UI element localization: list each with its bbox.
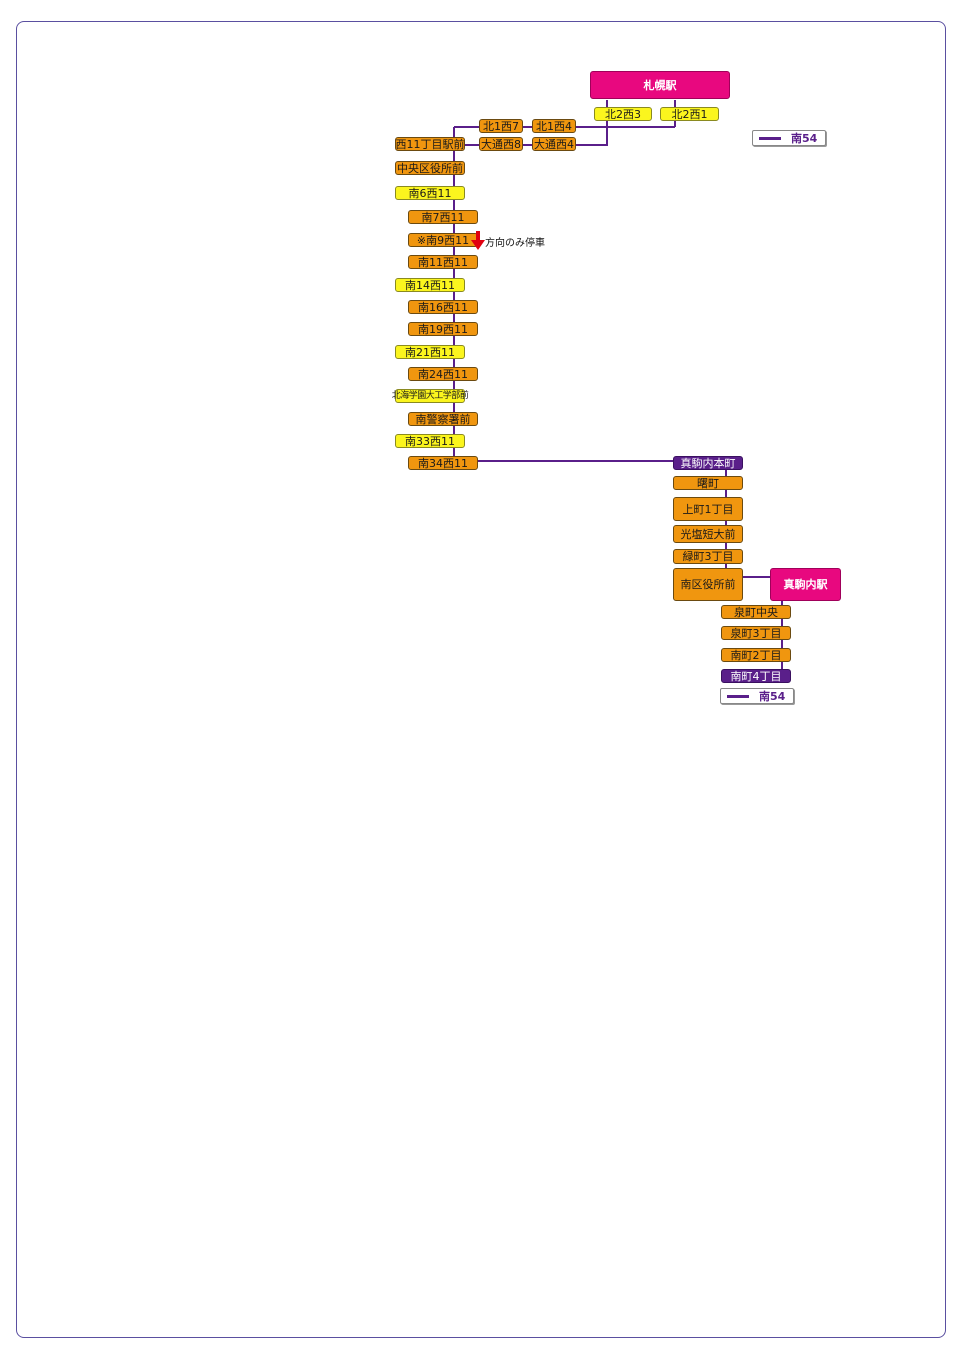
legend-bottom: 南54 [720, 688, 794, 704]
stop-s9w11[interactable]: ※南9西11 [408, 233, 478, 247]
legend-label: 南54 [759, 690, 786, 703]
stop-kamimachi[interactable]: 上町1丁目 [673, 497, 743, 521]
north-loop-bottom [454, 127, 608, 146]
stop-koen-tandai[interactable]: 光塩短大前 [673, 525, 743, 543]
stop-s33w11[interactable]: 南33西11 [395, 434, 465, 448]
stop-hokkai-gakuen[interactable]: 北海学園大工学部前 [392, 389, 469, 403]
stop-s6w11[interactable]: 南6西11 [395, 186, 465, 200]
stop-s34w11[interactable]: 南34西11 [408, 456, 478, 470]
direction-note: 方向のみ停車 [485, 238, 545, 249]
stop-s14w11[interactable]: 南14西11 [395, 278, 465, 292]
stop-kita2nishi3[interactable]: 北2西3 [594, 107, 652, 121]
stop-nishi11[interactable]: 西11丁目駅前 [395, 137, 465, 151]
legend-top: 南54 [752, 130, 826, 146]
stop-odori4[interactable]: 大通西4 [532, 137, 576, 151]
stop-midorimachi[interactable]: 緑町3丁目 [673, 549, 743, 564]
stop-minami-kuyakusho[interactable]: 南区役所前 [673, 568, 743, 601]
legend-line-swatch [759, 136, 781, 140]
stop-kita1nishi7[interactable]: 北1西7 [479, 119, 523, 133]
down-arrow-icon [471, 231, 485, 250]
north-loop-top [454, 100, 608, 128]
legend-line-swatch [727, 694, 749, 698]
stop-akebono[interactable]: 曙町 [673, 476, 743, 490]
stop-s7w11[interactable]: 南7西11 [408, 210, 478, 224]
station-sapporo[interactable]: 札幌駅 [590, 71, 730, 99]
stop-izumimachi3[interactable]: 泉町3丁目 [721, 626, 791, 640]
stop-makomanai-honcho[interactable]: 真駒内本町 [673, 456, 743, 470]
legend-label: 南54 [791, 132, 818, 145]
station-makomanai[interactable]: 真駒内駅 [770, 568, 841, 601]
stop-chuo-kuyakusho[interactable]: 中央区役所前 [395, 161, 465, 175]
stop-kita2nishi1[interactable]: 北2西1 [660, 107, 719, 121]
stop-s19w11[interactable]: 南19西11 [408, 322, 478, 336]
stop-s24w11[interactable]: 南24西11 [408, 367, 478, 381]
page-frame [16, 21, 946, 1338]
stop-izumimachi-chuo[interactable]: 泉町中央 [721, 605, 791, 619]
stop-odori8[interactable]: 大通西8 [479, 137, 523, 151]
stop-s16w11[interactable]: 南16西11 [408, 300, 478, 314]
stop-s21w11[interactable]: 南21西11 [395, 345, 465, 359]
stop-s11w11[interactable]: 南11西11 [408, 255, 478, 269]
stop-minamimachi4[interactable]: 南町4丁目 [721, 669, 791, 683]
stop-kita1nishi4[interactable]: 北1西4 [532, 119, 576, 133]
stop-minami-keisatsu[interactable]: 南警察署前 [408, 412, 478, 426]
south-connector [454, 460, 709, 463]
stop-minamimachi2[interactable]: 南町2丁目 [721, 648, 791, 662]
